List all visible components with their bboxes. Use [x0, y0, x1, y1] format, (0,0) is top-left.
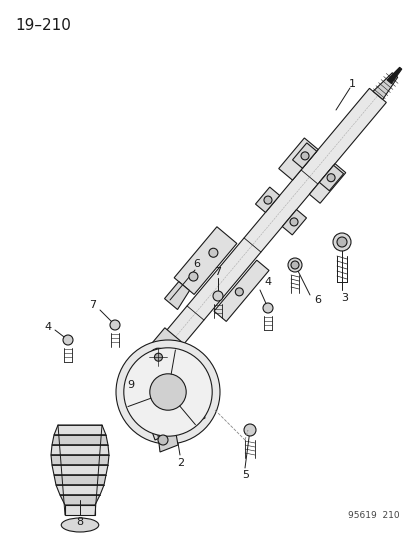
Polygon shape: [54, 475, 106, 485]
Polygon shape: [144, 88, 385, 371]
Circle shape: [235, 288, 243, 296]
Text: 6: 6: [314, 295, 321, 305]
Polygon shape: [51, 455, 109, 465]
Circle shape: [110, 320, 120, 330]
Circle shape: [212, 291, 223, 301]
Text: 9: 9: [126, 380, 134, 390]
Polygon shape: [51, 445, 109, 455]
Text: 95619  210: 95619 210: [347, 511, 399, 520]
Polygon shape: [131, 328, 186, 386]
Polygon shape: [140, 372, 176, 391]
Polygon shape: [147, 398, 204, 440]
Circle shape: [263, 196, 271, 204]
Polygon shape: [309, 164, 345, 203]
Polygon shape: [318, 165, 343, 191]
Polygon shape: [278, 138, 318, 180]
Polygon shape: [164, 281, 189, 310]
Circle shape: [243, 424, 255, 436]
Polygon shape: [52, 435, 108, 445]
Polygon shape: [158, 428, 178, 452]
Circle shape: [290, 218, 297, 226]
Circle shape: [336, 237, 346, 247]
Text: 2: 2: [177, 458, 184, 468]
Polygon shape: [65, 505, 95, 515]
Polygon shape: [56, 485, 104, 495]
Circle shape: [300, 152, 308, 160]
Circle shape: [158, 435, 168, 445]
Polygon shape: [372, 72, 397, 100]
Text: 6: 6: [193, 259, 200, 269]
Text: 1: 1: [348, 79, 355, 89]
Polygon shape: [52, 465, 108, 475]
Ellipse shape: [61, 518, 99, 532]
Circle shape: [332, 233, 350, 251]
Circle shape: [123, 348, 212, 436]
Circle shape: [188, 272, 197, 281]
Text: 19–210: 19–210: [15, 18, 71, 33]
Circle shape: [290, 261, 298, 269]
Text: 4: 4: [264, 277, 271, 287]
Circle shape: [209, 248, 217, 257]
Circle shape: [150, 374, 186, 410]
Circle shape: [154, 353, 162, 361]
Circle shape: [116, 340, 219, 444]
Text: 7: 7: [89, 300, 96, 310]
Polygon shape: [292, 143, 316, 168]
Text: 4: 4: [44, 322, 52, 332]
Polygon shape: [174, 227, 236, 294]
Polygon shape: [255, 187, 279, 213]
Circle shape: [63, 335, 73, 345]
Circle shape: [287, 258, 301, 272]
Text: 3: 3: [341, 293, 348, 303]
Polygon shape: [54, 425, 106, 435]
Polygon shape: [214, 260, 268, 321]
Polygon shape: [282, 209, 306, 235]
Polygon shape: [386, 67, 401, 84]
Circle shape: [326, 174, 334, 182]
Circle shape: [149, 348, 167, 366]
Text: 8: 8: [76, 517, 83, 527]
Circle shape: [262, 303, 272, 313]
Polygon shape: [60, 495, 100, 505]
Text: 7: 7: [214, 267, 221, 277]
Text: 5: 5: [242, 470, 249, 480]
